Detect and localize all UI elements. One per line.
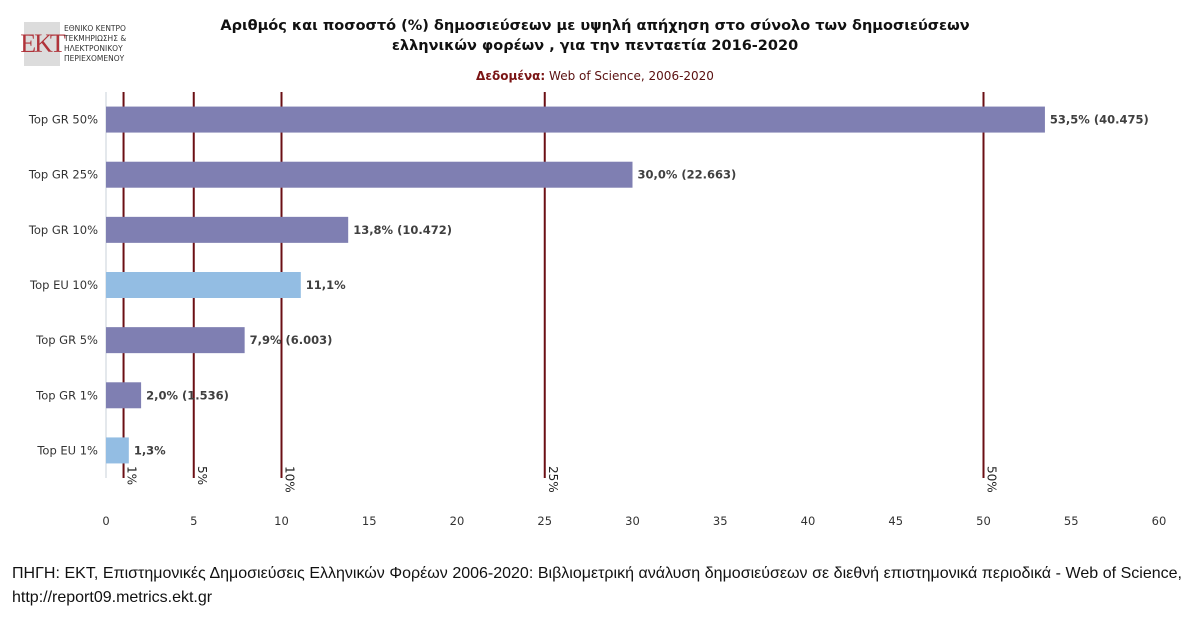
subtitle-value: Web of Science, 2006-2020 [545, 69, 714, 83]
data-label: 53,5% (40.475) [1050, 113, 1149, 127]
chart-subtitle: Δεδομένα: Web of Science, 2006-2020 [180, 69, 1010, 83]
ekt-logo: ΕΚΤ ΕΘΝΙΚΟ ΚΕΝΤΡΟ ΤΕΚΜΗΡΙΩΣΗΣ & ΗΛΕΚΤΡΟΝΙΚ… [20, 22, 127, 66]
reference-label: 5% [195, 466, 209, 485]
bar [106, 272, 301, 298]
x-tick-label: 60 [1152, 514, 1167, 528]
x-tick-label: 5 [190, 514, 197, 528]
bar [106, 382, 142, 409]
category-label: Top EU 1% [36, 443, 98, 457]
data-label: 30,0% (22.663) [638, 168, 737, 182]
category-label: Top GR 25% [28, 168, 98, 182]
x-tick-label: 15 [362, 514, 377, 528]
x-tick-label: 20 [450, 514, 465, 528]
data-label: 11,1% [306, 278, 346, 292]
category-label: Top GR 1% [35, 388, 98, 402]
x-tick-label: 40 [801, 514, 816, 528]
x-tick-label: 35 [713, 514, 728, 528]
reference-label: 50% [985, 466, 999, 493]
x-tick-label: 10 [274, 514, 289, 528]
x-tick-label: 0 [102, 514, 109, 528]
x-tick-label: 25 [537, 514, 552, 528]
data-label: 7,9% (6.003) [250, 333, 333, 347]
reference-label: 10% [283, 466, 297, 493]
source-note: ΠΗΓΗ: ΕΚΤ, Επιστημονικές Δημοσιεύσεις Ελ… [12, 565, 1182, 606]
title-line-2: ελληνικών φορέων , για την πενταετία 201… [391, 38, 799, 54]
chart-title: Αριθμός και ποσοστό (%) δημοσιεύσεων με … [180, 16, 1010, 56]
x-tick-label: 50 [976, 514, 991, 528]
logo-mark: ΕΚΤ [20, 22, 66, 66]
data-label: 1,3% [134, 443, 166, 457]
category-label: Top GR 10% [28, 223, 98, 237]
reference-label: 25% [546, 466, 560, 493]
x-tick-label: 30 [625, 514, 640, 528]
bar [106, 216, 349, 243]
logo-text: ΕΘΝΙΚΟ ΚΕΝΤΡΟ ΤΕΚΜΗΡΙΩΣΗΣ & ΗΛΕΚΤΡΟΝΙΚΟΥ ΠΕ… [64, 24, 127, 63]
data-label: 13,8% (10.472) [353, 223, 452, 237]
title-line-1: Αριθμός και ποσοστό (%) δημοσιεύσεων με … [220, 18, 970, 34]
data-label: 2,0% (1.536) [146, 388, 229, 402]
subtitle-label: Δεδομένα: [476, 69, 546, 83]
category-label: Top GR 50% [28, 113, 98, 127]
x-tick-label: 45 [888, 514, 903, 528]
bar [106, 106, 1045, 133]
bar [106, 437, 129, 464]
bar [106, 161, 633, 188]
reference-label: 1% [125, 466, 139, 485]
category-label: Top EU 10% [29, 278, 98, 292]
bar-chart: 1% 5% 10% 25% 50% Top GR 50% 53,5% (40.475) Top… [28, 92, 1167, 528]
x-tick-label: 55 [1064, 514, 1079, 528]
bar [106, 327, 245, 354]
category-label: Top GR 5% [35, 333, 98, 347]
